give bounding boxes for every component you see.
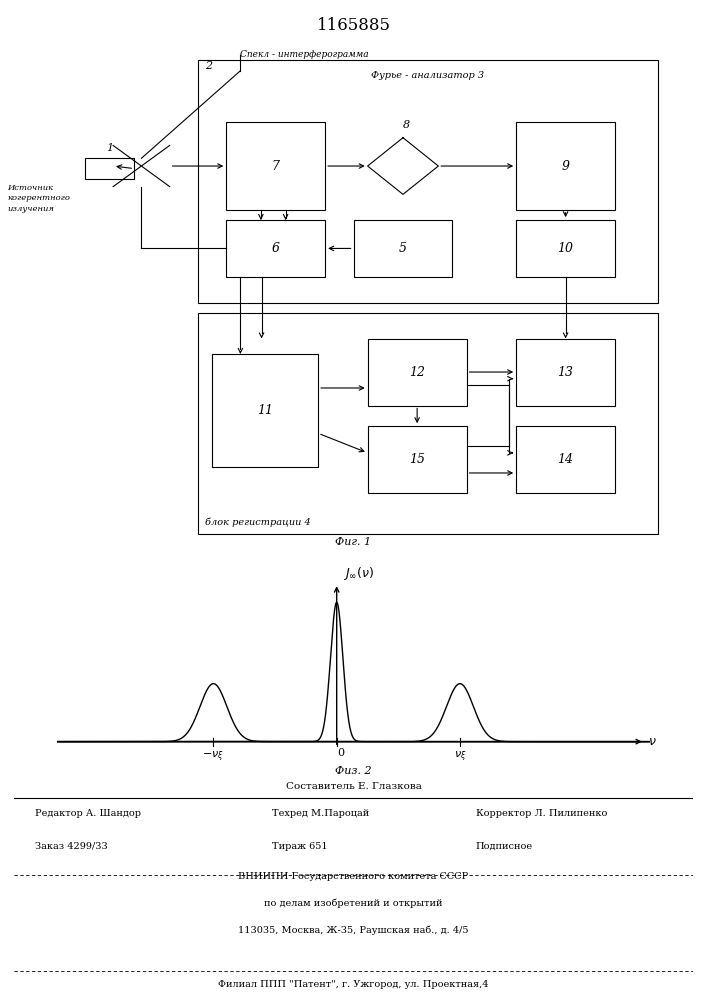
Text: Тираж 651: Тираж 651 xyxy=(272,842,327,851)
Text: 5: 5 xyxy=(399,242,407,255)
Text: Составитель Е. Глазкова: Составитель Е. Глазкова xyxy=(286,782,421,791)
Bar xyxy=(516,339,615,406)
Text: Источник
когерентного
излучения: Источник когерентного излучения xyxy=(7,184,70,213)
Bar xyxy=(85,158,134,179)
Text: 14: 14 xyxy=(558,453,573,466)
Text: $\nu_\xi$: $\nu_\xi$ xyxy=(454,749,466,764)
Text: блок регистрации 4: блок регистрации 4 xyxy=(205,517,311,527)
Bar xyxy=(354,220,452,277)
Text: 1165885: 1165885 xyxy=(317,16,390,33)
Text: Спекл - интерферограмма: Спекл - интерферограмма xyxy=(240,50,369,59)
Text: 11: 11 xyxy=(257,404,273,417)
Bar xyxy=(368,339,467,406)
Text: 6: 6 xyxy=(271,242,280,255)
Text: 9: 9 xyxy=(561,160,570,173)
Text: 2: 2 xyxy=(205,61,212,71)
Bar xyxy=(198,313,658,534)
Text: Физ. 2: Физ. 2 xyxy=(335,766,372,776)
Text: по делам изобретений и открытий: по делам изобретений и открытий xyxy=(264,899,443,908)
Text: 12: 12 xyxy=(409,366,425,379)
Text: Филиал ППП "Патент", г. Ужгород, ул. Проектная,4: Филиал ППП "Патент", г. Ужгород, ул. Про… xyxy=(218,980,489,989)
Text: 1: 1 xyxy=(106,143,113,153)
Bar xyxy=(226,122,325,210)
Text: ВНИИПИ Государственного комитета СССР: ВНИИПИ Государственного комитета СССР xyxy=(238,872,469,881)
Text: Корректор Л. Пилипенко: Корректор Л. Пилипенко xyxy=(476,809,607,818)
Bar xyxy=(516,122,615,210)
Text: $-\nu_\xi$: $-\nu_\xi$ xyxy=(202,749,224,764)
Bar xyxy=(516,426,615,493)
Bar xyxy=(368,426,467,493)
Text: Заказ 4299/33: Заказ 4299/33 xyxy=(35,842,107,851)
Text: Техред М.Пароцай: Техред М.Пароцай xyxy=(272,809,369,818)
Text: Редактор А. Шандор: Редактор А. Шандор xyxy=(35,809,141,818)
Text: 10: 10 xyxy=(558,242,573,255)
Text: 13: 13 xyxy=(558,366,573,379)
Text: 113035, Москва, Ж-35, Раушская наб., д. 4/5: 113035, Москва, Ж-35, Раушская наб., д. … xyxy=(238,925,469,935)
Bar xyxy=(516,220,615,277)
Text: Фиг. 1: Фиг. 1 xyxy=(335,537,372,547)
Text: Фурье - анализатор 3: Фурье - анализатор 3 xyxy=(371,71,484,80)
Bar xyxy=(198,60,658,302)
Text: 8: 8 xyxy=(403,120,410,130)
Text: $\nu$: $\nu$ xyxy=(648,735,657,748)
Text: $J_\infty(\nu)$: $J_\infty(\nu)$ xyxy=(344,565,375,582)
Bar xyxy=(212,354,318,467)
Text: Подписное: Подписное xyxy=(476,842,533,851)
Text: 7: 7 xyxy=(271,160,280,173)
Text: 0: 0 xyxy=(338,748,345,758)
Bar xyxy=(226,220,325,277)
Text: 15: 15 xyxy=(409,453,425,466)
